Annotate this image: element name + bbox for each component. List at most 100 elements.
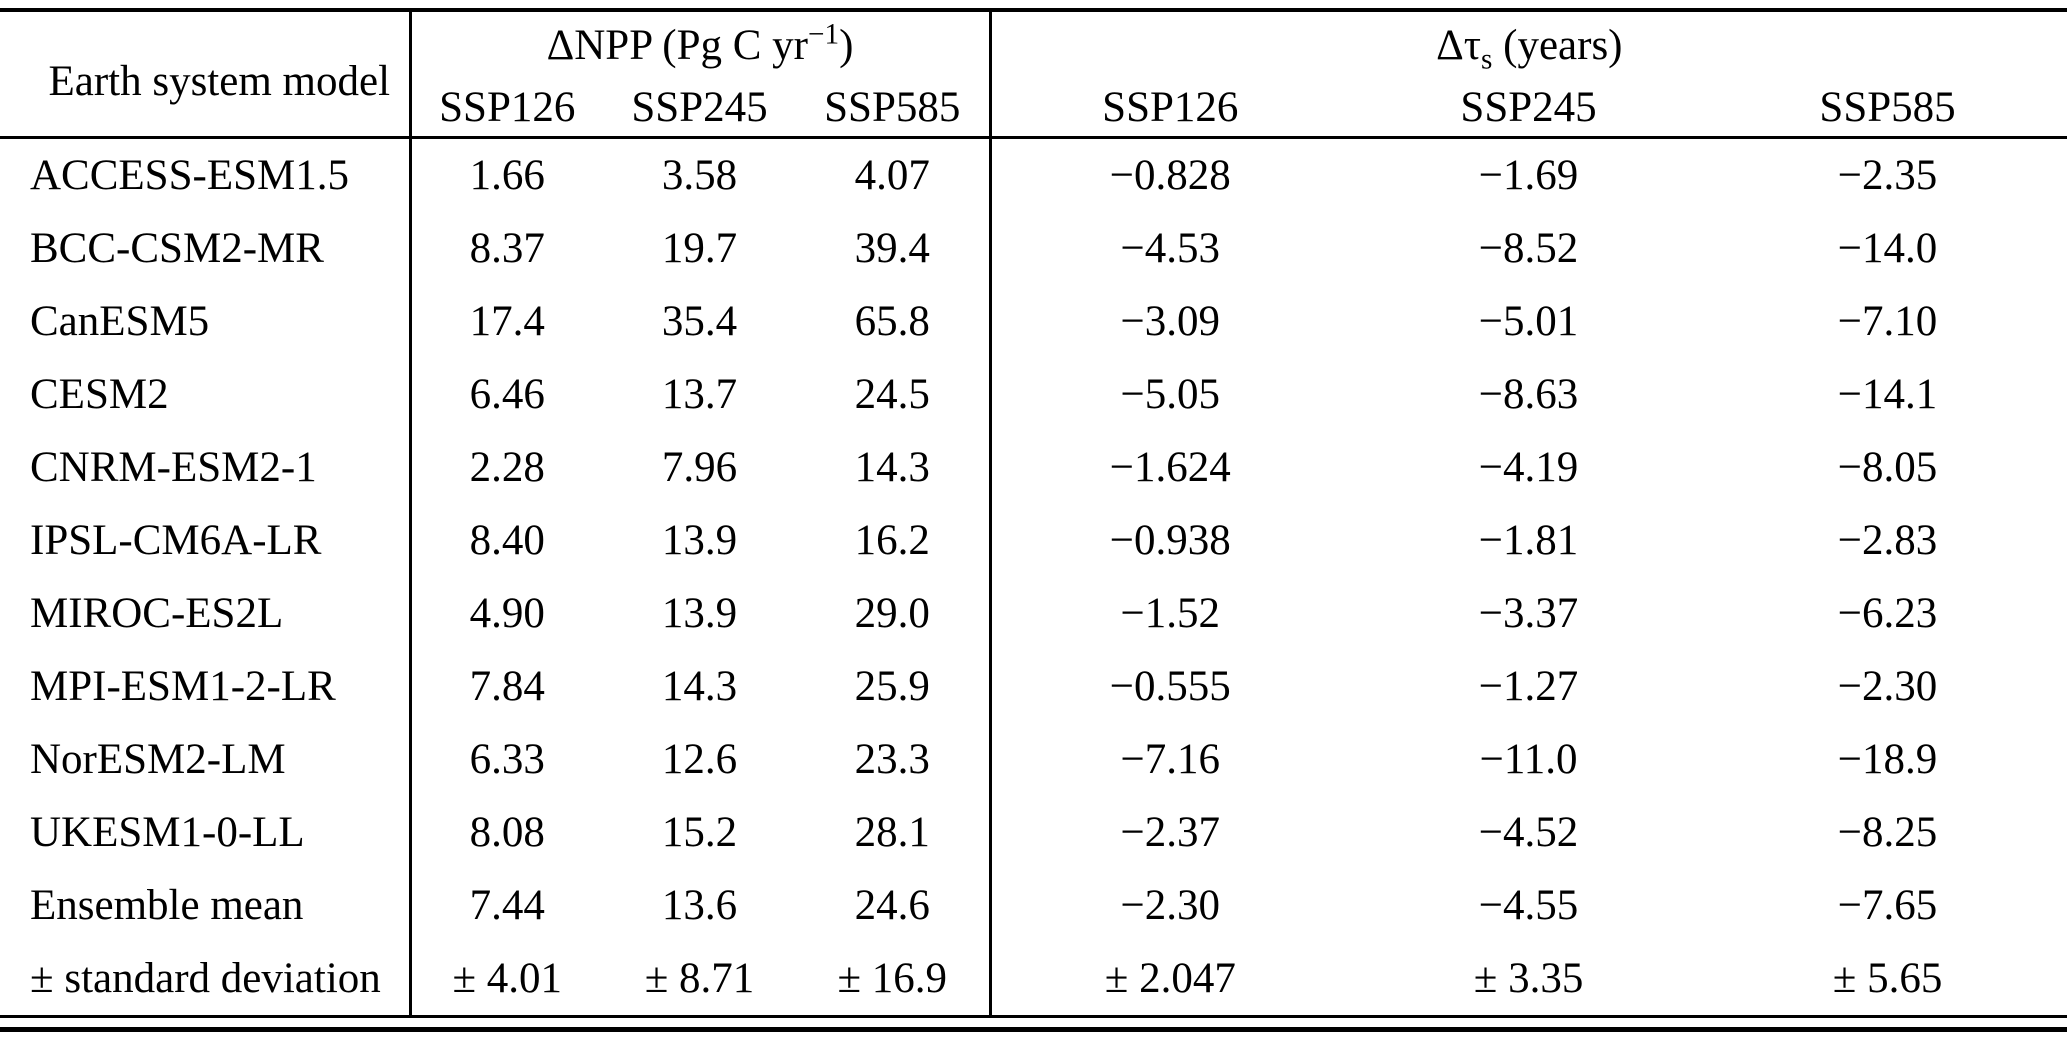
tau-subscript: s	[1481, 43, 1493, 76]
value-cell: 6.46	[469, 371, 545, 418]
value-cell: 8.37	[469, 225, 545, 272]
value-cell: 35.4	[661, 298, 738, 345]
table-row: MIROC-ES2L 4.90 13.9 29.0 −1.52 −3.37 −6.23	[0, 577, 2067, 650]
value-cell: −8.52	[1478, 225, 1579, 272]
value-cell: −4.52	[1478, 809, 1579, 856]
value-cell: 1.66	[469, 152, 545, 199]
value-cell: −0.828	[1109, 152, 1231, 199]
value-cell: ± 5.65	[1708, 942, 2067, 1018]
value-cell: 8.08	[469, 809, 545, 856]
table-row: Ensemble mean 7.44 13.6 24.6 −2.30 −4.55 −7.65	[0, 869, 2067, 942]
tau-group-label-close: (years)	[1492, 21, 1623, 69]
value-cell: 24.6	[796, 869, 992, 942]
table-row: CESM2 6.46 13.7 24.5 −5.05 −8.63 −14.1	[0, 358, 2067, 431]
value-cell: −5.05	[1120, 371, 1221, 418]
table-row: NorESM2-LM 6.33 12.6 23.3 −7.16 −11.0 −18.9	[0, 723, 2067, 796]
value-cell: 15.2	[661, 809, 738, 856]
model-column-header: Earth system model	[0, 10, 412, 139]
table-row: MPI-ESM1-2-LR 7.84 14.3 25.9 −0.555 −1.27 −2.3…	[0, 650, 2067, 723]
value-cell: −2.83	[1837, 517, 1938, 564]
value-cell: 13.6	[661, 882, 738, 929]
value-cell: −2.30	[1837, 663, 1938, 710]
npp-group-label-close: )	[839, 21, 854, 69]
value-cell: 4.90	[469, 590, 545, 637]
model-name: CanESM5	[0, 285, 412, 358]
value-cell: −6.23	[1837, 590, 1938, 637]
value-cell: 16.2	[796, 504, 992, 577]
npp-exponent: −1	[808, 18, 840, 51]
value-cell: 2.28	[469, 444, 545, 491]
value-cell: 14.3	[661, 663, 738, 710]
value-cell: ± 3.35	[1349, 942, 1709, 1018]
value-cell: −18.9	[1837, 736, 1938, 783]
value-cell: −7.16	[1120, 736, 1221, 783]
subheader-npp-ssp585: SSP585	[796, 78, 992, 139]
value-cell: −2.37	[1120, 809, 1221, 856]
value-cell: −5.01	[1478, 298, 1579, 345]
value-cell: −4.53	[1120, 225, 1221, 272]
value-cell: −8.25	[1837, 809, 1938, 856]
table-row: ACCESS-ESM1.5 1.66 3.58 4.07 −0.828 −1.69 −2.3…	[0, 137, 2067, 212]
value-cell: 39.4	[796, 212, 992, 285]
value-cell: 4.07	[796, 137, 992, 212]
model-name: CESM2	[0, 358, 412, 431]
value-cell: 25.9	[796, 650, 992, 723]
value-cell: 29.0	[796, 577, 992, 650]
value-cell: 17.4	[469, 298, 545, 345]
value-cell: −14.0	[1837, 225, 1938, 272]
table-header: Earth system model ΔNPP (Pg C yr−1) Δτs …	[0, 10, 2067, 139]
table-row: IPSL-CM6A-LR 8.40 13.9 16.2 −0.938 −1.81 −2.83	[0, 504, 2067, 577]
value-cell: ± 2.047	[990, 942, 1350, 1018]
value-cell: 13.7	[661, 371, 738, 418]
value-cell: 8.40	[469, 517, 545, 564]
value-cell: −14.1	[1837, 371, 1938, 418]
value-cell: 65.8	[796, 285, 992, 358]
value-cell: −1.52	[1120, 590, 1221, 637]
value-cell: −2.35	[1837, 152, 1938, 199]
value-cell: 24.5	[796, 358, 992, 431]
subheader-tau-ssp245: SSP245	[1349, 78, 1709, 139]
npp-group-label: ΔNPP (Pg C yr	[546, 21, 809, 69]
model-name: IPSL-CM6A-LR	[0, 504, 412, 577]
value-cell: −0.938	[1109, 517, 1231, 564]
esm-results-table: Earth system model ΔNPP (Pg C yr−1) Δτs …	[0, 8, 2067, 1018]
model-name: UKESM1-0-LL	[0, 796, 412, 869]
model-name: MIROC-ES2L	[0, 577, 412, 650]
value-cell: 6.33	[469, 736, 545, 783]
value-cell: −7.65	[1837, 882, 1938, 929]
model-name: CNRM-ESM2-1	[0, 431, 412, 504]
value-cell: −8.05	[1837, 444, 1938, 491]
value-cell: 28.1	[796, 796, 992, 869]
value-cell: −1.27	[1478, 663, 1579, 710]
table-row: CNRM-ESM2-1 2.28 7.96 14.3 −1.624 −4.19 −8.05	[0, 431, 2067, 504]
tau-group-header: Δτs (years)	[990, 10, 2067, 78]
subheader-tau-ssp585: SSP585	[1708, 78, 2067, 139]
value-cell: −1.624	[1109, 444, 1231, 491]
model-name: Ensemble mean	[0, 869, 412, 942]
value-cell: ± 4.01	[410, 942, 603, 1018]
table-row: BCC-CSM2-MR 8.37 19.7 39.4 −4.53 −8.52 −14.0	[0, 212, 2067, 285]
model-name: BCC-CSM2-MR	[0, 212, 412, 285]
value-cell: −0.555	[1109, 663, 1231, 710]
value-cell: ± 8.71	[603, 942, 796, 1018]
value-cell: 14.3	[796, 431, 992, 504]
value-cell: 12.6	[661, 736, 738, 783]
value-cell: −3.09	[1120, 298, 1221, 345]
subheader-tau-ssp126: SSP126	[990, 78, 1350, 139]
model-name: NorESM2-LM	[0, 723, 412, 796]
table-row: ± standard deviation ± 4.01 ± 8.71 ± 16.9 ± …	[0, 942, 2067, 1018]
value-cell: 23.3	[796, 723, 992, 796]
subheader-npp-ssp245: SSP245	[603, 78, 796, 139]
value-cell: −4.55	[1478, 882, 1579, 929]
value-cell: −11.0	[1479, 736, 1578, 783]
tau-group-label: Δτ	[1436, 21, 1481, 69]
value-cell: −7.10	[1837, 298, 1938, 345]
model-name: MPI-ESM1-2-LR	[0, 650, 412, 723]
bottom-rule	[0, 1027, 2067, 1032]
value-cell: 13.9	[661, 517, 738, 564]
subheader-npp-ssp126: SSP126	[410, 78, 603, 139]
value-cell: 7.84	[469, 663, 545, 710]
value-cell: −4.19	[1478, 444, 1579, 491]
value-cell: 13.9	[661, 590, 738, 637]
